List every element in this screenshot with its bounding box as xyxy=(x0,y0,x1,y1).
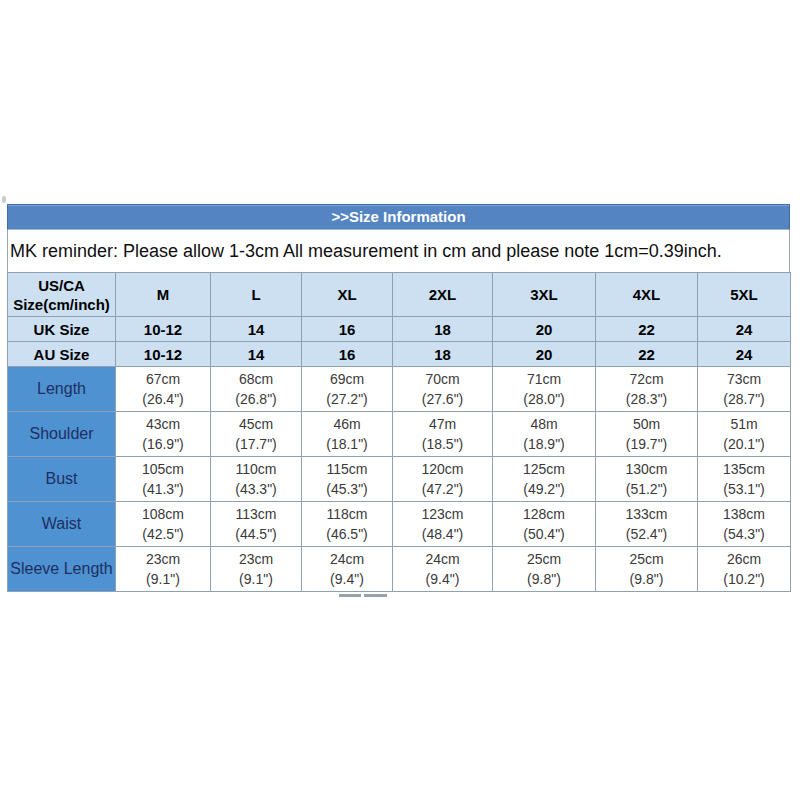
measure-value: 51m (20.1") xyxy=(698,412,791,457)
measure-value: 71cm (28.0") xyxy=(493,367,596,412)
size-value: 10-12 xyxy=(116,317,211,342)
measure-value: 47m (18.5") xyxy=(393,412,493,457)
measure-value: 123cm (48.4") xyxy=(393,502,493,547)
measure-value: 23cm (9.1") xyxy=(211,547,302,592)
row-label-waist: Waist xyxy=(8,502,116,547)
measure-value: 110cm (43.3") xyxy=(211,457,302,502)
column-header-2xl: 2XL xyxy=(393,273,493,317)
measure-value: 23cm (9.1") xyxy=(116,547,211,592)
measure-value: 25cm (9.8") xyxy=(596,547,698,592)
underline-artifact xyxy=(339,594,361,597)
measure-value: 70cm (27.6") xyxy=(393,367,493,412)
row-label-sleeve-length: Sleeve Length xyxy=(8,547,116,592)
measure-value: 118cm (46.5") xyxy=(302,502,393,547)
region-size-rows: UK Size10-12141618202224AU Size10-121416… xyxy=(8,317,791,367)
measure-value: 24cm (9.4") xyxy=(302,547,393,592)
size-value: 14 xyxy=(211,317,302,342)
measure-value: 115cm (45.3") xyxy=(302,457,393,502)
measure-value: 125cm (49.2") xyxy=(493,457,596,502)
measure-value: 128cm (50.4") xyxy=(493,502,596,547)
size-value: 18 xyxy=(393,342,493,367)
reminder-note: MK reminder: Please allow 1-3cm All meas… xyxy=(7,230,790,272)
size-info-panel: >>Size Information MK reminder: Please a… xyxy=(7,204,790,592)
column-header-xl: XL xyxy=(302,273,393,317)
noise-speck xyxy=(2,196,6,203)
measure-value: 113cm (44.5") xyxy=(211,502,302,547)
reminder-text: MK reminder: Please allow 1-3cm All meas… xyxy=(10,241,722,262)
measure-row-sleeve-length: Sleeve Length23cm (9.1")23cm (9.1")24cm … xyxy=(8,547,791,592)
measure-value: 46m (18.1") xyxy=(302,412,393,457)
measure-value: 108cm (42.5") xyxy=(116,502,211,547)
row-label-shoulder: Shoulder xyxy=(8,412,116,457)
measure-value: 24cm (9.4") xyxy=(393,547,493,592)
size-table: US/CA Size(cm/inch) MLXL2XL3XL4XL5XL UK … xyxy=(7,272,791,592)
measure-row-length: Length67cm (26.4")68cm (26.8")69cm (27.2… xyxy=(8,367,791,412)
size-value: 18 xyxy=(393,317,493,342)
size-value: 14 xyxy=(211,342,302,367)
region-measurement-rows: Length67cm (26.4")68cm (26.8")69cm (27.2… xyxy=(8,367,791,592)
measure-value: 68cm (26.8") xyxy=(211,367,302,412)
measure-value: 43cm (16.9") xyxy=(116,412,211,457)
panel-title: >>Size Information xyxy=(331,208,465,225)
measure-value: 50m (19.7") xyxy=(596,412,698,457)
size-value: 20 xyxy=(493,317,596,342)
measure-value: 73cm (28.7") xyxy=(698,367,791,412)
size-value: 22 xyxy=(596,317,698,342)
measure-value: 138cm (54.3") xyxy=(698,502,791,547)
column-header-3xl: 3XL xyxy=(493,273,596,317)
size-row-au-size: AU Size10-12141618202224 xyxy=(8,342,791,367)
measure-value: 133cm (52.4") xyxy=(596,502,698,547)
measure-row-waist: Waist108cm (42.5")113cm (44.5")118cm (46… xyxy=(8,502,791,547)
measure-value: 130cm (51.2") xyxy=(596,457,698,502)
measure-value: 120cm (47.2") xyxy=(393,457,493,502)
size-value: 16 xyxy=(302,342,393,367)
row-label-uk-size: UK Size xyxy=(8,317,116,342)
column-header-m: M xyxy=(116,273,211,317)
measure-value: 48m (18.9") xyxy=(493,412,596,457)
size-value: 24 xyxy=(698,317,791,342)
size-row-uk-size: UK Size10-12141618202224 xyxy=(8,317,791,342)
measure-row-bust: Bust105cm (41.3")110cm (43.3")115cm (45.… xyxy=(8,457,791,502)
measure-value: 69cm (27.2") xyxy=(302,367,393,412)
measure-value: 45cm (17.7") xyxy=(211,412,302,457)
corner-header-usca-size: US/CA Size(cm/inch) xyxy=(8,273,116,317)
measure-row-shoulder: Shoulder43cm (16.9")45cm (17.7")46m (18.… xyxy=(8,412,791,457)
measure-value: 26cm (10.2") xyxy=(698,547,791,592)
row-label-length: Length xyxy=(8,367,116,412)
column-header-l: L xyxy=(211,273,302,317)
size-value: 16 xyxy=(302,317,393,342)
measure-value: 135cm (53.1") xyxy=(698,457,791,502)
row-label-bust: Bust xyxy=(8,457,116,502)
column-header-4xl: 4XL xyxy=(596,273,698,317)
row-label-au-size: AU Size xyxy=(8,342,116,367)
size-value: 20 xyxy=(493,342,596,367)
size-value: 10-12 xyxy=(116,342,211,367)
column-header-5xl: 5XL xyxy=(698,273,791,317)
measure-value: 67cm (26.4") xyxy=(116,367,211,412)
panel-title-bar: >>Size Information xyxy=(7,204,790,230)
measure-value: 72cm (28.3") xyxy=(596,367,698,412)
column-header-row: US/CA Size(cm/inch) MLXL2XL3XL4XL5XL xyxy=(8,273,791,317)
size-value: 24 xyxy=(698,342,791,367)
underline-artifact xyxy=(364,594,387,597)
size-value: 22 xyxy=(596,342,698,367)
measure-value: 105cm (41.3") xyxy=(116,457,211,502)
measure-value: 25cm (9.8") xyxy=(493,547,596,592)
